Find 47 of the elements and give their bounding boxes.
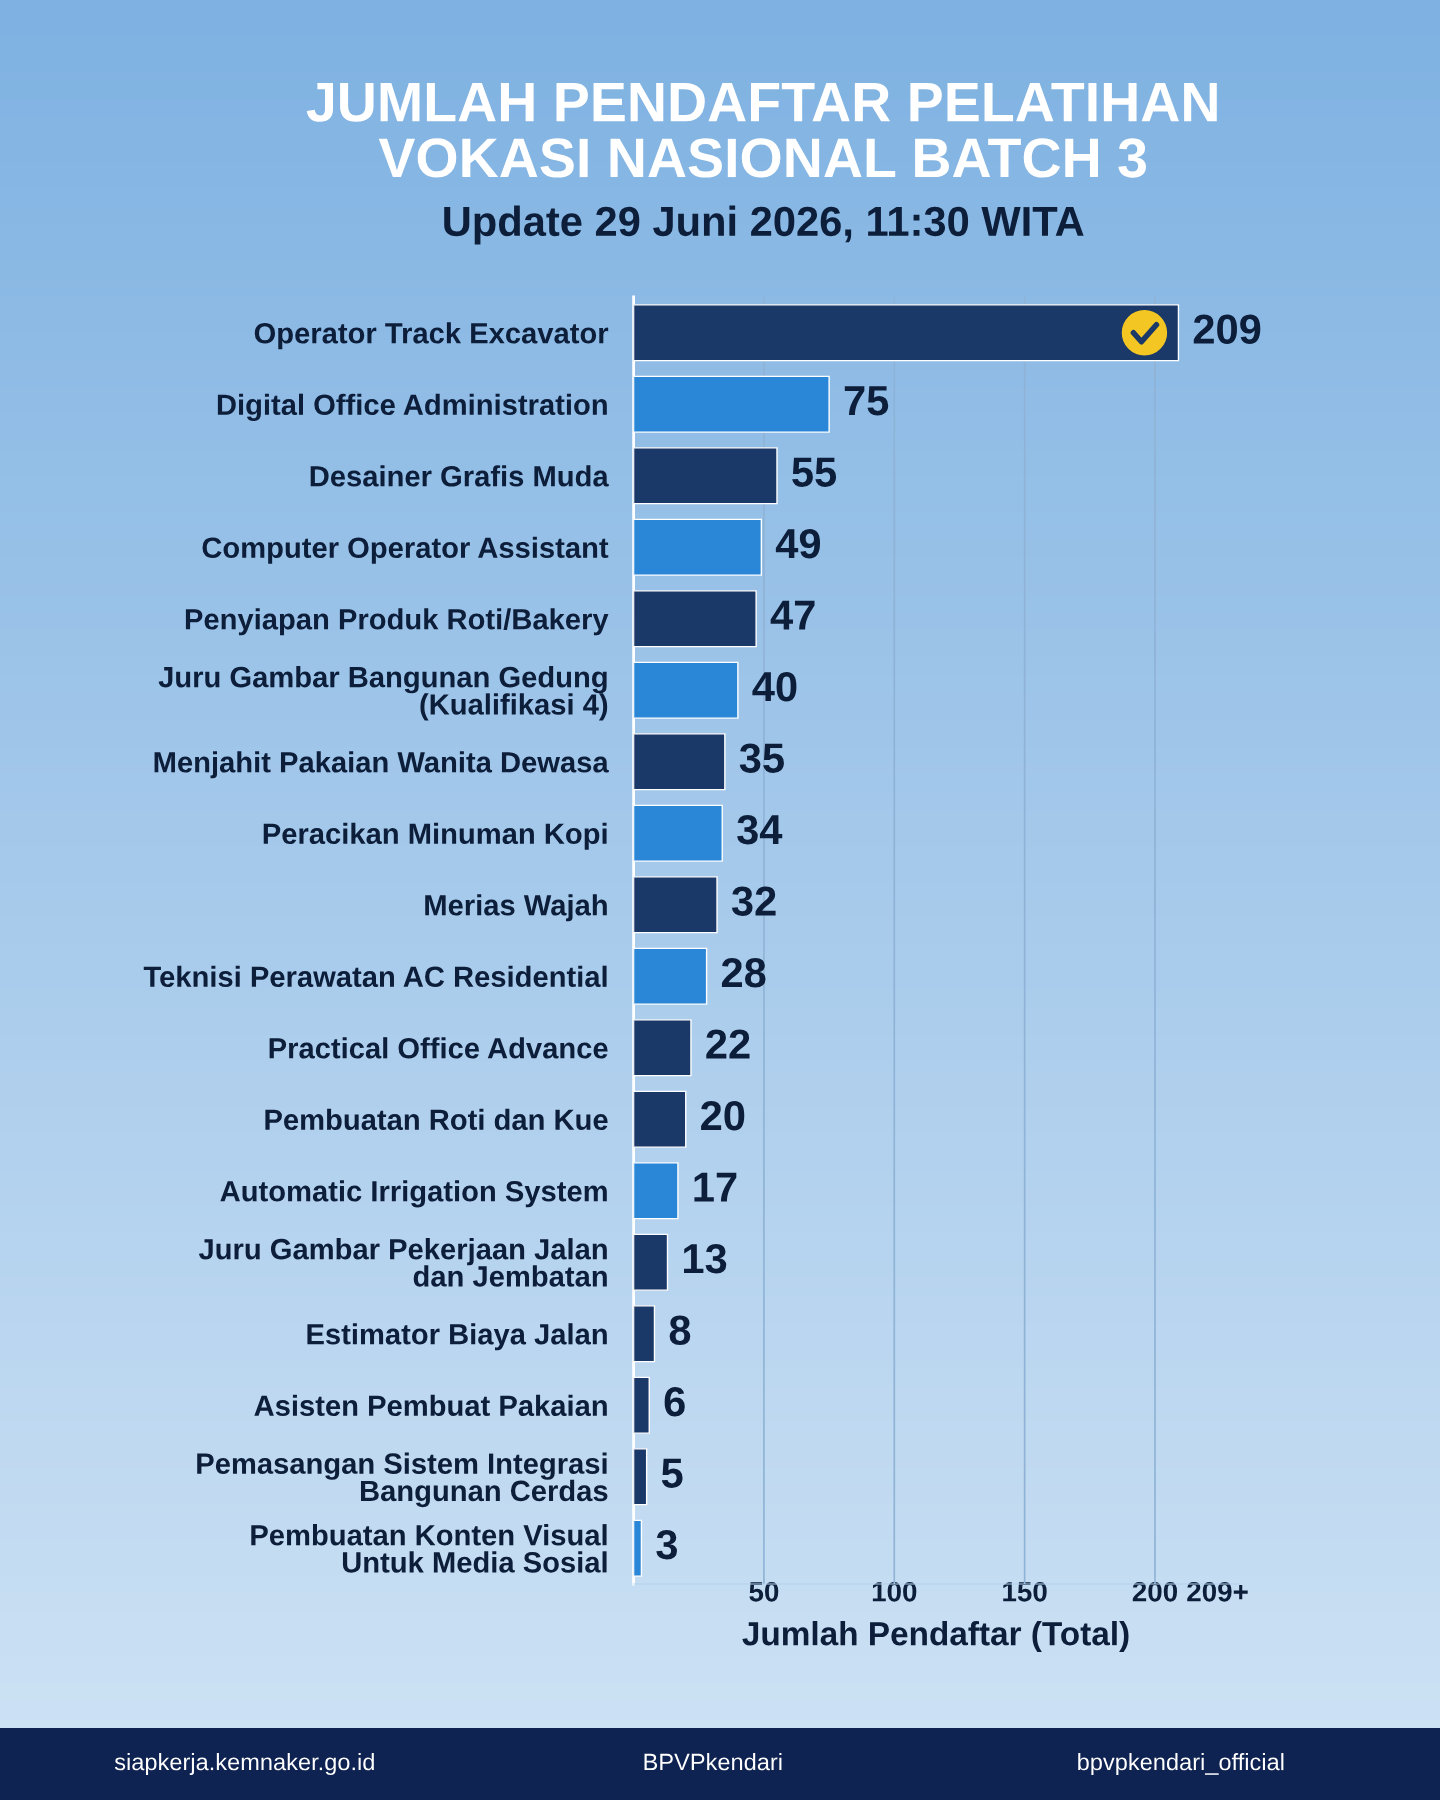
y-tick-label: Pembuatan Roti dan Kue	[265, 1108, 608, 1131]
y-tick-label: Estimator Biaya Jalan	[307, 1323, 607, 1351]
y-tick-label: Peracikan Minuman Kopi	[263, 822, 607, 850]
data-label: 8	[669, 1315, 691, 1345]
data-label: 209	[1193, 314, 1261, 344]
data-label: 17	[694, 1172, 737, 1202]
data-label: 6	[664, 1386, 685, 1417]
data-label: 49	[775, 528, 821, 559]
data-label: 13	[684, 1243, 727, 1274]
y-tick-label: Juru Gambar Bangunan Gedung (Kualifikasi 4)	[158, 666, 608, 721]
data-label: 28	[721, 957, 766, 988]
data-label: 35	[739, 743, 784, 773]
data-label: 75	[844, 386, 889, 416]
y-tick-label: Operator Track Excavator	[254, 322, 609, 350]
x-tick-label: 150	[1003, 1581, 1047, 1602]
x-tick-label: 200	[1132, 1581, 1178, 1602]
y-tick-label: Teknisi Perawatan AC Residential	[143, 965, 607, 988]
text: siapkerja.kemnaker.go.id	[114, 1752, 374, 1775]
y-tick-label: Menjahit Pakaian Wanita Dewasa	[154, 751, 609, 779]
x-tick-label: 209+	[1187, 1581, 1248, 1602]
text: bpvpkendari_official	[1078, 1752, 1284, 1775]
data-label: 40	[752, 671, 797, 702]
text: BPVPkendari	[644, 1752, 782, 1771]
data-label: 32	[731, 886, 776, 916]
y-tick-label: Desainer Grafis Muda	[310, 465, 609, 487]
data-label: 34	[737, 814, 783, 845]
y-tick-label: Automatic Irrigation System	[220, 1180, 607, 1208]
data-label: 47	[770, 600, 815, 630]
chart-title: JUMLAH PENDAFTAR PELATIHAN VOKASI NASIONAL BATCH 3	[306, 83, 1217, 178]
y-tick-label: Digital Office Administration	[217, 393, 607, 421]
data-label: 3	[656, 1529, 677, 1560]
y-tick-label: Pembuatan Konten Visual Untuk Media Sosial	[251, 1524, 607, 1573]
y-tick-label: Asisten Pembuat Pakaian	[254, 1394, 607, 1417]
data-label: 5	[661, 1458, 683, 1488]
y-tick-label: Pemasangan Sistem Integrasi Bangunan Cerdas	[197, 1452, 608, 1508]
x-tick-label: 50	[749, 1581, 779, 1602]
chart-subtitle: Update 29 Juni 2026, 11:30 WITA	[444, 205, 1084, 245]
y-tick-label: Juru Gambar Pekerjaan Jalan dan Jembatan	[198, 1238, 607, 1287]
data-label: 55	[792, 457, 837, 487]
data-label: 20	[701, 1100, 745, 1131]
x-tick-label: 100	[872, 1581, 917, 1602]
x-axis-title: Jumlah Pendaftar (Total)	[742, 1621, 1129, 1653]
y-tick-label: Merias Wajah	[425, 894, 607, 922]
y-tick-label: Computer Operator Assistant	[202, 536, 609, 564]
y-tick-label: Practical Office Advance	[269, 1037, 608, 1059]
data-label: 22	[706, 1029, 750, 1059]
y-tick-label: Penyiapan Produk Roti/Bakery	[185, 608, 609, 636]
